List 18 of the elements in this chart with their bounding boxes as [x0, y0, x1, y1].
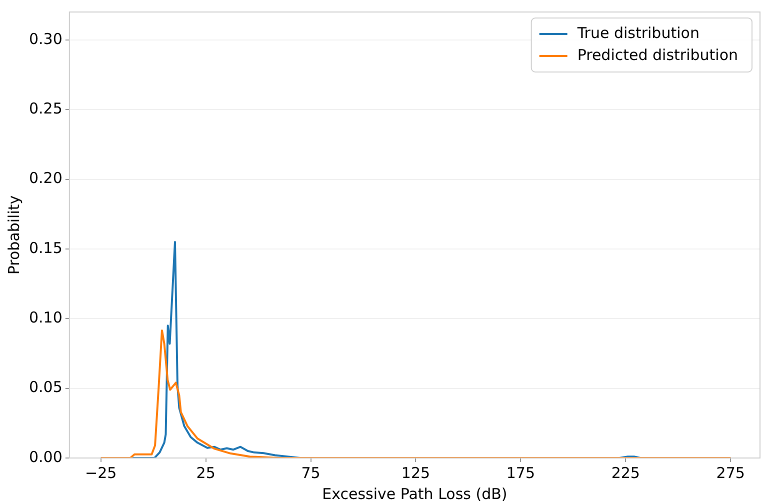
y-tick-label: 0.10 [28, 308, 62, 327]
x-axis-title: Excessive Path Loss (dB) [322, 484, 508, 503]
y-tick-label: 0.20 [28, 169, 62, 188]
y-tick-label: 0.00 [28, 448, 62, 466]
y-axis-title: Probability [4, 195, 23, 275]
x-tick-label: 225 [611, 464, 640, 482]
y-tick-label: 0.30 [28, 30, 62, 48]
y-tick-label: 0.25 [28, 99, 62, 118]
x-tick-label: 75 [301, 464, 320, 482]
legend-label: True distribution [576, 24, 700, 42]
x-tick-label: 125 [401, 464, 430, 482]
x-tick-label: −25 [85, 464, 117, 482]
x-tick-label: 175 [506, 464, 536, 482]
x-tick-label: 275 [716, 464, 745, 482]
legend-label: Predicted distribution [577, 46, 738, 64]
x-tick-label: 25 [196, 464, 216, 482]
y-tick-label: 0.15 [28, 238, 62, 257]
y-tick-label: 0.05 [28, 378, 62, 396]
